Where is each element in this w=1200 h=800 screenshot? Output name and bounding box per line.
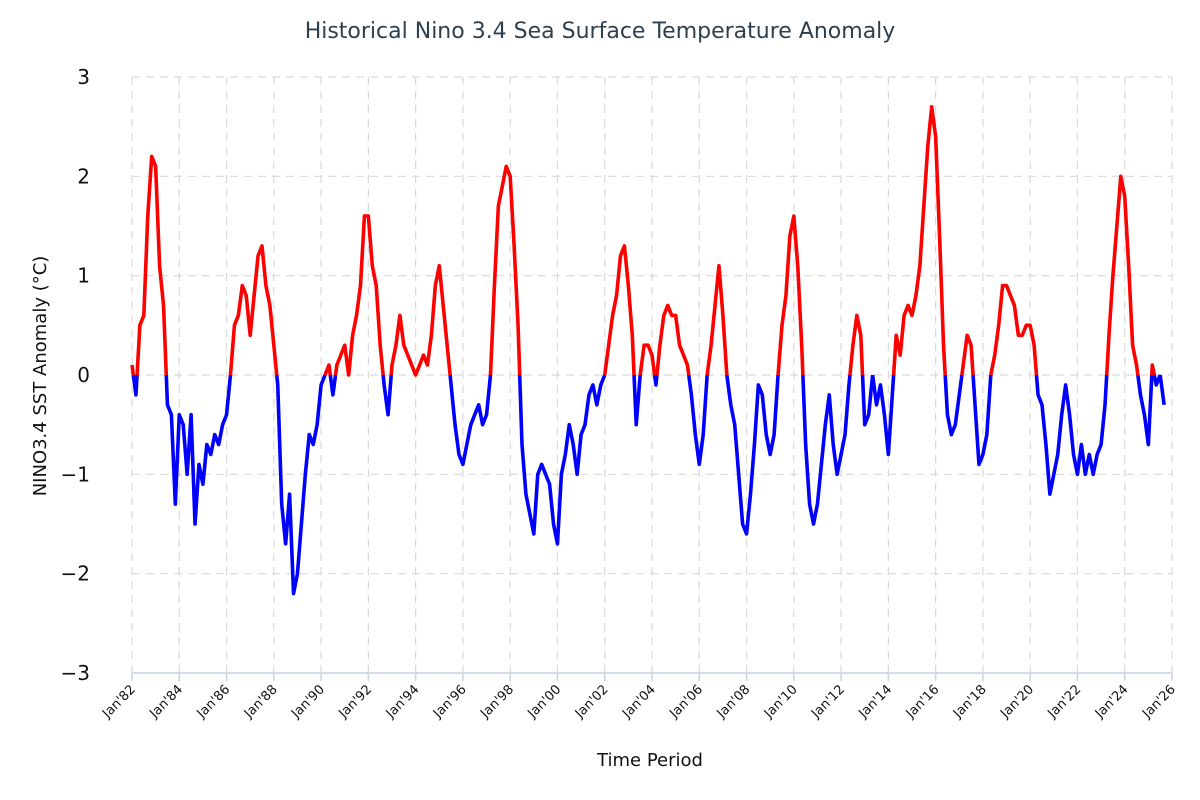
x-tick-label: Jan'96 (430, 682, 470, 722)
negative-anomaly-segment (632, 374, 642, 427)
y-axis-tick-labels: 3 2 1 0 −1 −2 −3 (61, 65, 90, 685)
negative-anomaly-segment (1136, 374, 1154, 447)
x-tick-label: Jan'10 (761, 682, 801, 722)
positive-anomaly-segment (848, 313, 865, 376)
positive-anomaly-segment (488, 164, 522, 376)
positive-anomaly-segment (323, 363, 333, 376)
positive-anomaly-segment (776, 214, 805, 376)
x-tick-label: Jan'82 (99, 682, 139, 722)
x-tick-label: Jan'04 (619, 682, 659, 722)
x-tick-label: Jan'16 (903, 682, 943, 722)
positive-anomaly-segment (135, 154, 169, 376)
y-tick-label: 0 (77, 363, 90, 387)
x-tick-label: Jan'06 (666, 682, 706, 722)
x-tick-label: Jan'86 (194, 682, 234, 722)
gridlines (131, 76, 1173, 681)
positive-anomaly-segment (389, 263, 452, 377)
x-axis-tick-labels: Jan'82 Jan'84 Jan'86 Jan'88 Jan'90 Jan'92 Jan'… (99, 682, 1179, 722)
negative-anomaly-segment (517, 374, 607, 546)
positive-anomaly-segment (333, 214, 385, 377)
series-lines (130, 105, 1166, 596)
y-tick-label: 2 (77, 164, 90, 188)
x-tick-label: Jan'92 (335, 682, 375, 722)
positive-anomaly-segment (602, 244, 636, 376)
negative-anomaly-segment (725, 374, 780, 536)
positive-anomaly-segment (1104, 174, 1140, 376)
x-tick-label: Jan'88 (241, 682, 281, 722)
negative-anomaly-segment (943, 374, 964, 437)
x-tick-label: Jan'02 (572, 682, 612, 722)
x-tick-label: Jan'84 (146, 682, 186, 722)
positive-anomaly-segment (891, 105, 947, 376)
x-axis-title: Time Period (596, 750, 703, 771)
x-tick-label: Jan'22 (1045, 682, 1085, 722)
x-tick-label: Jan'20 (997, 682, 1037, 722)
negative-anomaly-segment (801, 374, 852, 526)
positive-anomaly-segment (655, 303, 691, 376)
negative-anomaly-segment (328, 374, 338, 397)
negative-anomaly-segment (652, 374, 659, 387)
x-tick-label: Jan'12 (808, 682, 848, 722)
x-tick-label: Jan'00 (525, 682, 565, 722)
x-tick-label: Jan'26 (1139, 682, 1179, 722)
y-tick-label: −2 (61, 562, 90, 586)
x-tick-label: Jan'24 (1092, 682, 1132, 722)
positive-anomaly-segment (228, 244, 279, 376)
negative-anomaly-segment (448, 374, 493, 467)
chart-title: Historical Nino 3.4 Sea Surface Temperat… (305, 19, 896, 44)
y-tick-label: −3 (61, 661, 90, 685)
negative-anomaly-segment (274, 374, 327, 596)
negative-anomaly-segment (971, 374, 993, 467)
negative-anomaly-segment (381, 374, 394, 417)
positive-anomaly-segment (130, 364, 136, 376)
negative-anomaly-segment (860, 374, 875, 427)
x-tick-label: Jan'18 (950, 682, 990, 722)
y-axis-title: NINO3.4 SST Anomaly (°C) (30, 256, 51, 497)
positive-anomaly-segment (638, 343, 657, 376)
x-tick-label: Jan'14 (855, 682, 895, 722)
negative-anomaly-segment (1034, 374, 1109, 496)
x-tick-label: Jan'98 (477, 682, 517, 722)
negative-anomaly-segment (686, 374, 709, 467)
negative-anomaly-segment (131, 374, 139, 397)
negative-anomaly-segment (164, 374, 233, 526)
negative-anomaly-segment (870, 374, 896, 457)
x-tick-label: Jan'08 (714, 682, 754, 722)
x-tick-label: Jan'94 (383, 682, 423, 722)
x-tick-label: Jan'90 (288, 682, 328, 722)
positive-anomaly-segment (989, 283, 1039, 376)
y-tick-label: −1 (61, 462, 90, 486)
y-tick-label: 1 (77, 264, 90, 288)
negative-anomaly-segment (1158, 374, 1166, 406)
positive-anomaly-segment (1150, 363, 1157, 376)
y-tick-label: 3 (77, 65, 90, 89)
positive-anomaly-segment (705, 263, 729, 376)
positive-anomaly-segment (960, 333, 975, 376)
